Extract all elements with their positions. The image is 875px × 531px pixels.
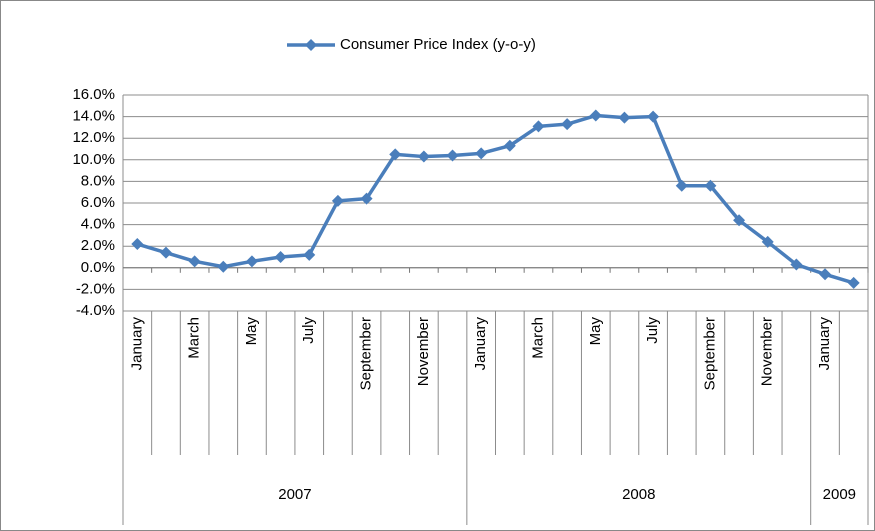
y-tick-label: 14.0% (72, 108, 115, 125)
x-tick-label: May (587, 317, 604, 346)
x-tick-label: November (415, 317, 432, 386)
marker (847, 276, 860, 289)
marker (733, 214, 746, 227)
marker (704, 179, 717, 192)
marker (761, 235, 774, 248)
y-tick-label: -2.0% (76, 280, 115, 297)
marker (618, 111, 631, 124)
y-tick-label: 12.0% (72, 129, 115, 146)
x-tick-label: March (186, 317, 203, 359)
marker (389, 148, 402, 161)
legend-label: Consumer Price Index (y-o-y) (340, 36, 536, 53)
y-tick-label: 4.0% (81, 216, 115, 233)
marker (245, 255, 258, 268)
marker (159, 246, 172, 259)
x-tick-label: September (701, 317, 718, 390)
marker (303, 248, 316, 261)
x-tick-label: November (759, 317, 776, 386)
x-tick-label: July (300, 317, 317, 344)
marker (647, 110, 660, 123)
x-tick-label: July (644, 317, 661, 344)
marker (331, 194, 344, 207)
x-tick-label: January (128, 317, 145, 371)
y-tick-label: 16.0% (72, 86, 115, 103)
marker (503, 139, 516, 152)
marker (589, 109, 602, 122)
legend-marker (305, 39, 317, 51)
marker (131, 238, 144, 251)
y-tick-label: 0.0% (81, 259, 115, 276)
y-tick-label: 6.0% (81, 194, 115, 211)
y-tick-label: 8.0% (81, 172, 115, 189)
marker (475, 147, 488, 160)
marker (675, 179, 688, 192)
marker (790, 258, 803, 271)
marker (217, 260, 230, 273)
marker (360, 192, 373, 205)
x-tick-label: May (243, 317, 260, 346)
x-tick-label: January (472, 317, 489, 371)
marker (274, 251, 287, 263)
x-group-label: 2007 (278, 486, 311, 503)
y-tick-label: 10.0% (72, 151, 115, 168)
marker (188, 255, 201, 268)
x-group-label: 2009 (823, 486, 856, 503)
x-tick-label: September (358, 317, 375, 390)
marker (532, 120, 545, 133)
x-tick-label: March (529, 317, 546, 359)
marker (417, 150, 430, 163)
y-tick-label: 2.0% (81, 237, 115, 254)
marker (561, 118, 574, 131)
y-tick-label: -4.0% (76, 302, 115, 319)
marker (446, 149, 459, 162)
x-group-label: 2008 (622, 486, 655, 503)
x-tick-label: January (816, 317, 833, 371)
marker (819, 268, 832, 281)
